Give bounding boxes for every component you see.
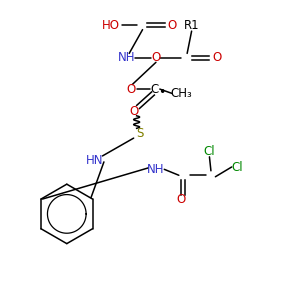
Text: O: O [177,193,186,206]
Text: C: C [150,82,159,96]
Text: O: O [168,19,177,32]
Text: HO: HO [102,19,120,32]
Text: CH₃: CH₃ [170,87,192,100]
Text: S: S [136,127,143,140]
Text: Cl: Cl [204,145,215,158]
Text: NH: NH [147,163,165,176]
Text: HN: HN [86,154,104,167]
Text: O: O [129,105,138,118]
Text: O: O [126,82,135,96]
Text: O: O [151,51,160,64]
Text: O: O [212,51,221,64]
Text: •: • [158,86,166,99]
Text: Cl: Cl [232,161,244,174]
Text: R1: R1 [184,19,200,32]
Text: NH: NH [118,51,135,64]
